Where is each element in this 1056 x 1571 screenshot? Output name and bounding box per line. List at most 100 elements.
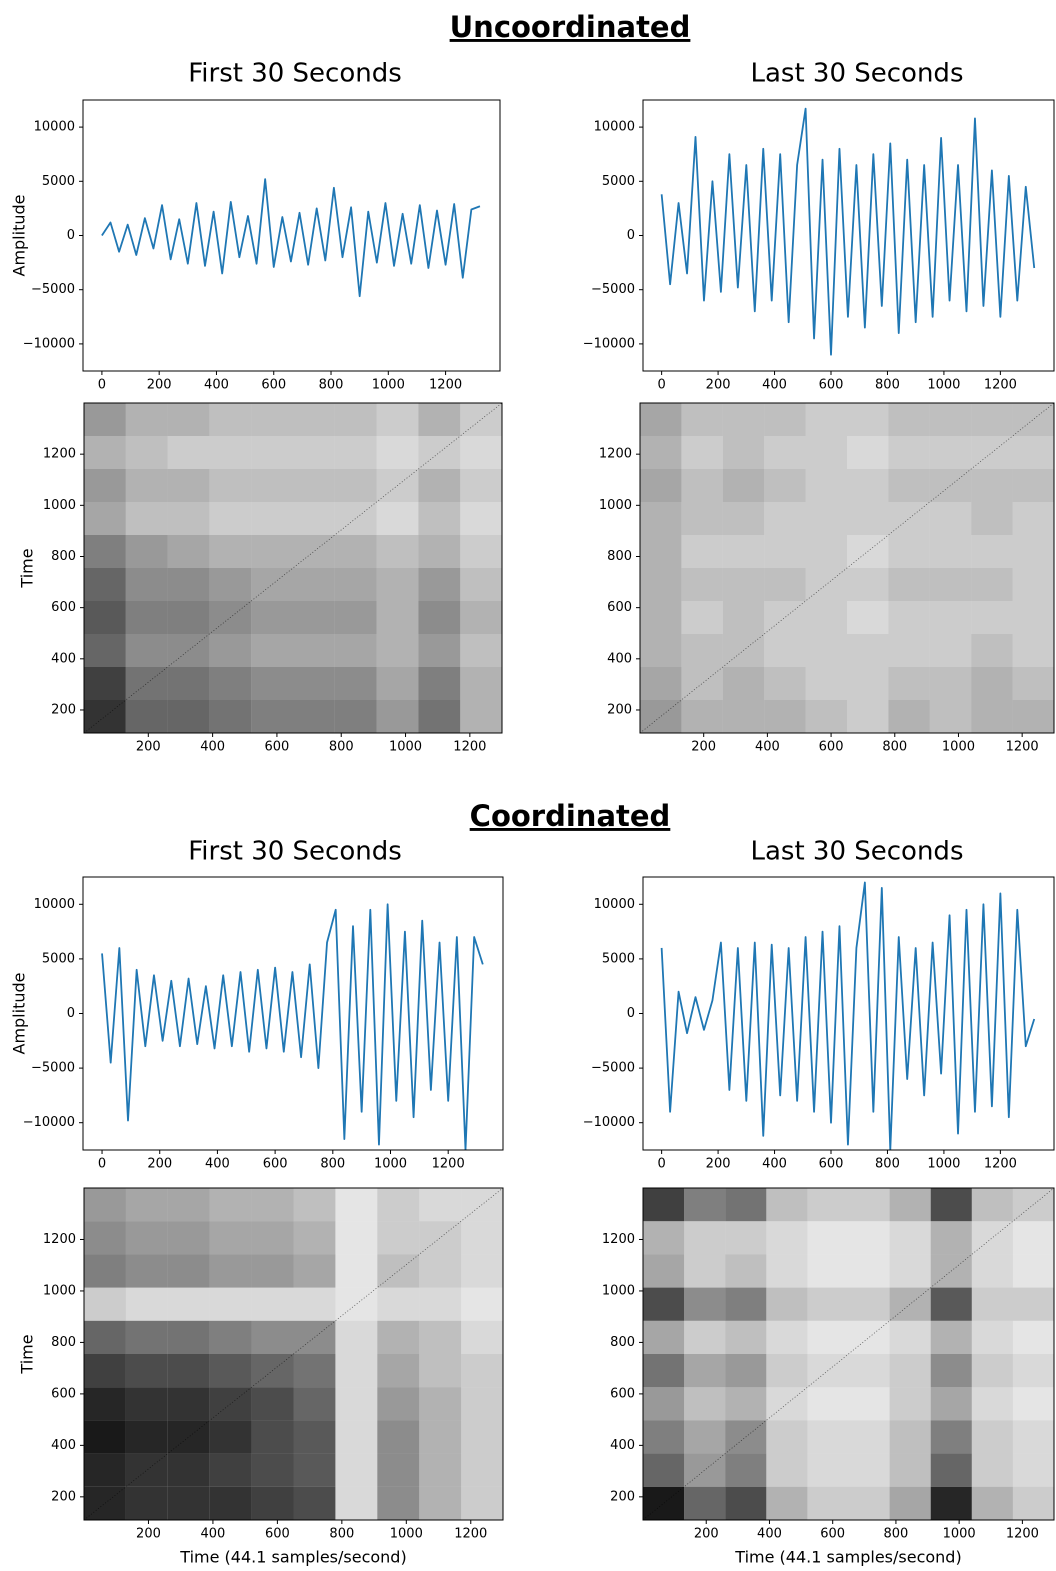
- x-tick-label: 600: [819, 1157, 844, 1172]
- density-cell: [376, 700, 419, 733]
- density-cell: [929, 700, 972, 733]
- y-tick-label: 600: [610, 1386, 635, 1401]
- density-cell: [889, 1287, 931, 1321]
- density-cell: [167, 1320, 210, 1354]
- y-tick-label: 5000: [602, 174, 635, 189]
- line-of-identity: [84, 1188, 503, 1520]
- plot-frame: [83, 1187, 504, 1521]
- density-cell: [889, 1254, 931, 1288]
- density-cell: [84, 601, 126, 634]
- density-cell: [640, 535, 682, 568]
- x-tick-label: 800: [329, 1527, 354, 1542]
- density-cell: [766, 1254, 808, 1288]
- density-cell: [460, 568, 502, 601]
- density-cell: [807, 1453, 849, 1487]
- density-cell: [419, 1188, 462, 1222]
- density-cell: [84, 1453, 126, 1487]
- density-cell: [251, 436, 293, 469]
- density-cell: [807, 1188, 849, 1222]
- x-tick-label: 1000: [927, 1157, 960, 1172]
- density-cell: [460, 700, 502, 733]
- x-tick-label: 1000: [372, 378, 405, 393]
- density-cell: [125, 436, 168, 469]
- density-cell: [293, 1287, 336, 1321]
- density-cell: [209, 469, 252, 502]
- plot-frame: [642, 99, 1055, 372]
- density-cell: [334, 568, 377, 601]
- density-cell: [930, 1221, 972, 1255]
- density-cell: [460, 667, 502, 700]
- x-tick-label: 800: [329, 740, 354, 755]
- y-axis-label: Amplitude: [10, 973, 29, 1055]
- density-cell: [847, 601, 889, 634]
- density-cell: [293, 502, 335, 535]
- density-cell: [888, 700, 930, 733]
- density-cell: [251, 634, 293, 667]
- density-cell: [84, 667, 126, 700]
- density-cell: [251, 502, 293, 535]
- density-cell: [293, 436, 335, 469]
- y-tick-label: 600: [607, 600, 632, 615]
- x-tick-label: 0: [98, 1157, 106, 1172]
- density-cell: [460, 469, 502, 502]
- density-cell: [722, 667, 765, 700]
- density-cell: [461, 1221, 503, 1255]
- density-cell: [971, 469, 1013, 502]
- density-cell: [125, 1453, 168, 1487]
- density-cell: [722, 601, 765, 634]
- density-cell: [929, 502, 972, 535]
- density-cell: [889, 1420, 931, 1454]
- density-cell: [681, 568, 723, 601]
- density-cell: [971, 1420, 1013, 1454]
- density-cell: [766, 1221, 808, 1255]
- density-cell: [643, 1287, 685, 1321]
- density-cell: [1012, 601, 1054, 634]
- density-cell: [419, 1287, 462, 1321]
- density-cell: [167, 469, 210, 502]
- density-cell: [461, 1387, 503, 1421]
- density-cell: [764, 601, 806, 634]
- density-cell: [805, 403, 847, 436]
- y-tick-label: 10000: [594, 897, 635, 912]
- density-cell: [251, 700, 293, 733]
- density-cell: [251, 601, 293, 634]
- plot-area: [643, 1188, 1054, 1520]
- density-cell: [847, 568, 889, 601]
- y-tick-label: 0: [627, 228, 635, 243]
- density-cell: [461, 1320, 503, 1354]
- y-tick-label: 10000: [34, 120, 75, 135]
- density-cell: [971, 1221, 1013, 1255]
- density-cell: [419, 1387, 462, 1421]
- y-tick-label: −5000: [31, 1061, 75, 1076]
- y-tick-label: 1000: [599, 498, 632, 513]
- density-cell: [1012, 1387, 1054, 1421]
- density-cell: [251, 1287, 294, 1321]
- density-cell: [84, 700, 126, 733]
- density-cell: [460, 601, 502, 634]
- density-cell: [1012, 535, 1054, 568]
- x-tick-label: 1000: [927, 378, 960, 393]
- density-cell: [84, 634, 126, 667]
- density-cell: [640, 667, 682, 700]
- density-cell: [334, 403, 377, 436]
- density-cell: [377, 1453, 420, 1487]
- density-cell: [764, 403, 806, 436]
- density-cell: [376, 436, 419, 469]
- y-tick-label: 1200: [602, 1232, 635, 1247]
- x-tick-label: 0: [98, 378, 106, 393]
- density-cell: [640, 634, 682, 667]
- density-cell: [766, 1387, 808, 1421]
- density-cell: [848, 1320, 890, 1354]
- density-cell: [377, 1354, 420, 1388]
- density-cell: [971, 1254, 1013, 1288]
- density-cell: [461, 1486, 503, 1520]
- density-cell: [725, 1221, 767, 1255]
- density-cell: [460, 535, 502, 568]
- density-cell: [640, 502, 682, 535]
- density-cell: [209, 1254, 252, 1288]
- x-tick-label: 1200: [453, 740, 486, 755]
- x-tick-label: 400: [200, 740, 225, 755]
- y-tick-label: −10000: [583, 1115, 635, 1130]
- density-cell: [167, 1287, 210, 1321]
- x-tick-label: 1200: [432, 1157, 465, 1172]
